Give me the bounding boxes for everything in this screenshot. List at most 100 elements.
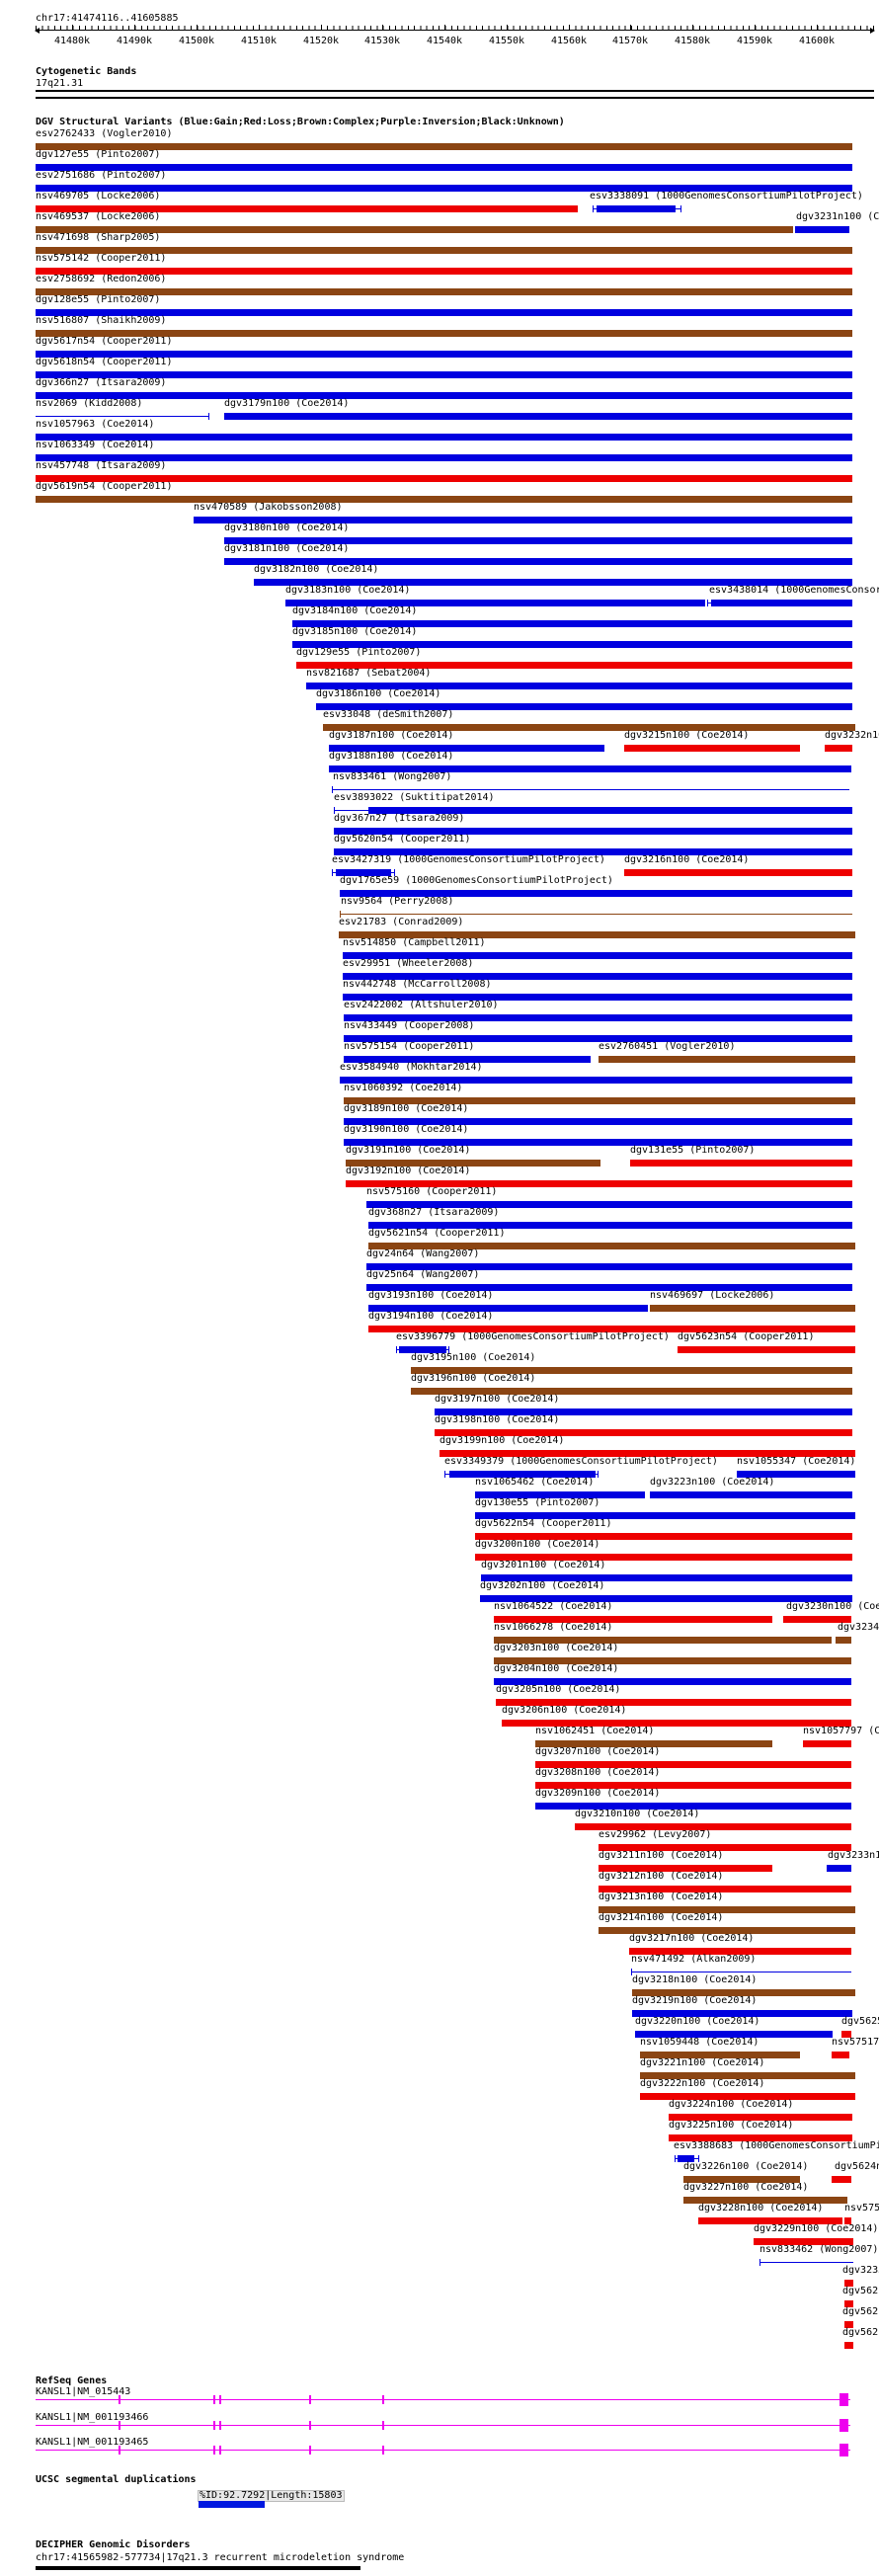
variant-label[interactable]: nsv1066278 (Coe2014)	[494, 1622, 613, 1633]
variant-bar[interactable]	[481, 1574, 852, 1581]
variant-label[interactable]: dgv3232n10	[825, 730, 879, 741]
variant-label[interactable]: dgv3192n100 (Coe2014)	[346, 1166, 471, 1176]
variant-label[interactable]: dgv3194n100 (Coe2014)	[368, 1311, 494, 1322]
variant-line-bar[interactable]	[340, 914, 852, 915]
variant-label[interactable]: dgv3213n100 (Coe2014)	[599, 1892, 724, 1902]
gene-name-label[interactable]: KANSL1|NM_001193465	[36, 2437, 149, 2448]
variant-label[interactable]: nsv1055347 (Coe2014)	[737, 1456, 856, 1467]
variant-bar[interactable]	[502, 1720, 851, 1727]
variant-label[interactable]: dgv5620n54 (Cooper2011)	[334, 834, 471, 845]
variant-line-bar[interactable]	[332, 789, 849, 790]
variant-bar[interactable]	[832, 2176, 851, 2183]
variant-bar[interactable]	[599, 1906, 855, 1913]
variant-bar[interactable]	[346, 1180, 852, 1187]
variant-bar[interactable]	[475, 1533, 852, 1540]
variant-bar[interactable]	[36, 371, 852, 378]
variant-bar[interactable]	[698, 2217, 842, 2224]
variant-bar[interactable]	[669, 2114, 852, 2121]
variant-label[interactable]: dgv130e55 (Pinto2007)	[475, 1497, 600, 1508]
variant-bar[interactable]	[36, 496, 852, 503]
variant-label[interactable]: nsv471698 (Sharp2005)	[36, 232, 161, 243]
variant-label[interactable]: dgv3181n100 (Coe2014)	[224, 543, 350, 554]
variant-bar[interactable]	[366, 1284, 852, 1291]
variant-bar[interactable]	[36, 226, 793, 233]
variant-bar[interactable]	[844, 2321, 853, 2328]
variant-bar[interactable]	[306, 683, 852, 689]
variant-bar[interactable]	[535, 1782, 851, 1789]
variant-bar[interactable]	[683, 2176, 800, 2183]
cytoband-box[interactable]	[36, 90, 874, 99]
variant-bar[interactable]	[669, 2134, 852, 2141]
variant-bar[interactable]	[366, 1263, 852, 1270]
variant-label[interactable]: dgv3219n100 (Coe2014)	[632, 1995, 758, 2006]
variant-label[interactable]: dgv3208n100 (Coe2014)	[535, 1767, 661, 1778]
variant-label[interactable]: nsv1057963 (Coe2014)	[36, 419, 155, 430]
variant-label[interactable]: dgv3199n100 (Coe2014)	[440, 1435, 565, 1446]
variant-label[interactable]: nsv575160 (Cooper2011)	[366, 1186, 498, 1197]
variant-bar[interactable]	[344, 1139, 852, 1146]
variant-bar[interactable]	[368, 1305, 648, 1312]
variant-bar[interactable]	[36, 475, 852, 482]
gene-intron-line[interactable]	[36, 2425, 850, 2426]
variant-bar[interactable]	[368, 1243, 855, 1249]
variant-label[interactable]: dgv367n27 (Itsara2009)	[334, 813, 465, 824]
variant-bar[interactable]	[711, 600, 852, 606]
variant-bar[interactable]	[224, 413, 852, 420]
variant-label[interactable]: dgv3206n100 (Coe2014)	[502, 1705, 627, 1716]
variant-label[interactable]: esv2760451 (Vogler2010)	[599, 1041, 736, 1052]
variant-label[interactable]: dgv3233n1	[828, 1850, 879, 1861]
variant-label[interactable]: dgv3228n100 (Coe2014)	[698, 2203, 824, 2214]
variant-label[interactable]: nsv2069 (Kidd2008)	[36, 398, 143, 409]
variant-label[interactable]: nsv833461 (Wong2007)	[333, 771, 452, 782]
variant-bar[interactable]	[640, 2093, 855, 2100]
variant-bar[interactable]	[285, 600, 705, 606]
variant-label[interactable]: dgv5623n54 (Cooper2011)	[678, 1331, 815, 1342]
variant-label[interactable]: nsv469697 (Locke2006)	[650, 1290, 775, 1301]
variant-bar[interactable]	[343, 952, 852, 959]
variant-label[interactable]: dgv3188n100 (Coe2014)	[329, 751, 454, 762]
variant-label[interactable]: dgv5624n	[835, 2161, 879, 2172]
variant-label[interactable]: nsv9564 (Perry2008)	[341, 896, 454, 907]
variant-bar[interactable]	[368, 807, 852, 814]
variant-label[interactable]: esv33048 (deSmith2007)	[323, 709, 454, 720]
decipher-entry-label[interactable]: chr17:41565982-577734|17q21.3 recurrent …	[36, 2552, 405, 2563]
variant-bar[interactable]	[599, 1056, 855, 1063]
variant-label[interactable]: nsv442748 (McCarroll2008)	[343, 979, 492, 990]
variant-bar[interactable]	[323, 724, 855, 731]
variant-bar[interactable]	[435, 1409, 852, 1415]
variant-label[interactable]: nsv457748 (Itsara2009)	[36, 460, 167, 471]
variant-bar[interactable]	[36, 268, 852, 275]
variant-bar[interactable]	[795, 226, 849, 233]
variant-label[interactable]: dgv3183n100 (Coe2014)	[285, 585, 411, 596]
variant-label[interactable]: esv2758692 (Redon2006)	[36, 274, 167, 284]
variant-bar[interactable]	[827, 1865, 851, 1872]
variant-label[interactable]: dgv3227n100 (Coe2014)	[683, 2182, 809, 2193]
variant-label[interactable]: dgv3211n100 (Coe2014)	[599, 1850, 724, 1861]
variant-bar[interactable]	[36, 434, 852, 441]
variant-label[interactable]: dgv3217n100 (Coe2014)	[629, 1933, 755, 1944]
variant-bar[interactable]	[344, 1056, 591, 1063]
variant-bar[interactable]	[344, 1035, 852, 1042]
variant-bar[interactable]	[399, 1346, 446, 1353]
variant-bar[interactable]	[254, 579, 852, 586]
variant-bar[interactable]	[480, 1595, 852, 1602]
variant-label[interactable]: esv2762433 (Vogler2010)	[36, 128, 173, 139]
variant-bar[interactable]	[36, 247, 852, 254]
variant-label[interactable]: dgv3220n100 (Coe2014)	[635, 2016, 760, 2027]
variant-label[interactable]: dgv25n64 (Wang2007)	[366, 1269, 480, 1280]
variant-label[interactable]: nsv57517	[832, 2037, 879, 2048]
variant-line-bar[interactable]	[36, 416, 208, 417]
variant-label[interactable]: dgv3230n100 (Coe	[786, 1601, 879, 1612]
variant-label[interactable]: nsv1062451 (Coe2014)	[535, 1726, 655, 1736]
variant-bar[interactable]	[36, 164, 852, 171]
variant-label[interactable]: dgv3195n100 (Coe2014)	[411, 1352, 536, 1363]
variant-bar[interactable]	[475, 1554, 852, 1561]
variant-bar[interactable]	[440, 1450, 855, 1457]
variant-bar[interactable]	[340, 1077, 852, 1084]
variant-bar[interactable]	[344, 1118, 852, 1125]
variant-bar[interactable]	[343, 973, 852, 980]
variant-label[interactable]: dgv3221n100 (Coe2014)	[640, 2057, 765, 2068]
variant-bar[interactable]	[683, 2197, 847, 2204]
variant-bar[interactable]	[640, 2072, 855, 2079]
variant-label[interactable]: dgv5618n54 (Cooper2011)	[36, 357, 173, 367]
